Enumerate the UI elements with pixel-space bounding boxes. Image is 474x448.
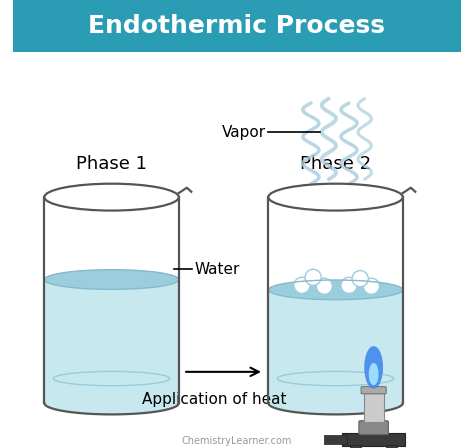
Bar: [350, 445, 361, 448]
Text: Application of heat: Application of heat: [142, 392, 287, 407]
Text: Endothermic Process: Endothermic Process: [89, 14, 385, 38]
FancyBboxPatch shape: [342, 433, 405, 446]
Text: Phase 1: Phase 1: [76, 155, 147, 172]
Circle shape: [341, 277, 357, 293]
Ellipse shape: [45, 270, 179, 289]
Bar: [386, 445, 397, 448]
Ellipse shape: [364, 346, 383, 389]
Circle shape: [305, 269, 321, 285]
Bar: [45, 280, 179, 403]
Ellipse shape: [45, 184, 179, 211]
Text: Phase 2: Phase 2: [300, 155, 371, 172]
Polygon shape: [45, 403, 179, 414]
Text: ChemistryLearner.com: ChemistryLearner.com: [182, 436, 292, 446]
FancyBboxPatch shape: [359, 421, 388, 435]
Bar: [13, 0, 461, 52]
Circle shape: [316, 278, 332, 294]
Polygon shape: [268, 403, 403, 414]
Circle shape: [294, 277, 310, 293]
Ellipse shape: [369, 363, 379, 385]
Bar: [268, 290, 403, 403]
Bar: [324, 435, 347, 444]
Circle shape: [352, 271, 368, 287]
Circle shape: [364, 278, 380, 294]
Ellipse shape: [268, 184, 403, 211]
Text: Vapor: Vapor: [222, 125, 266, 140]
Bar: [364, 393, 384, 422]
Ellipse shape: [268, 280, 403, 300]
Text: Water: Water: [194, 262, 240, 277]
FancyBboxPatch shape: [361, 387, 386, 394]
